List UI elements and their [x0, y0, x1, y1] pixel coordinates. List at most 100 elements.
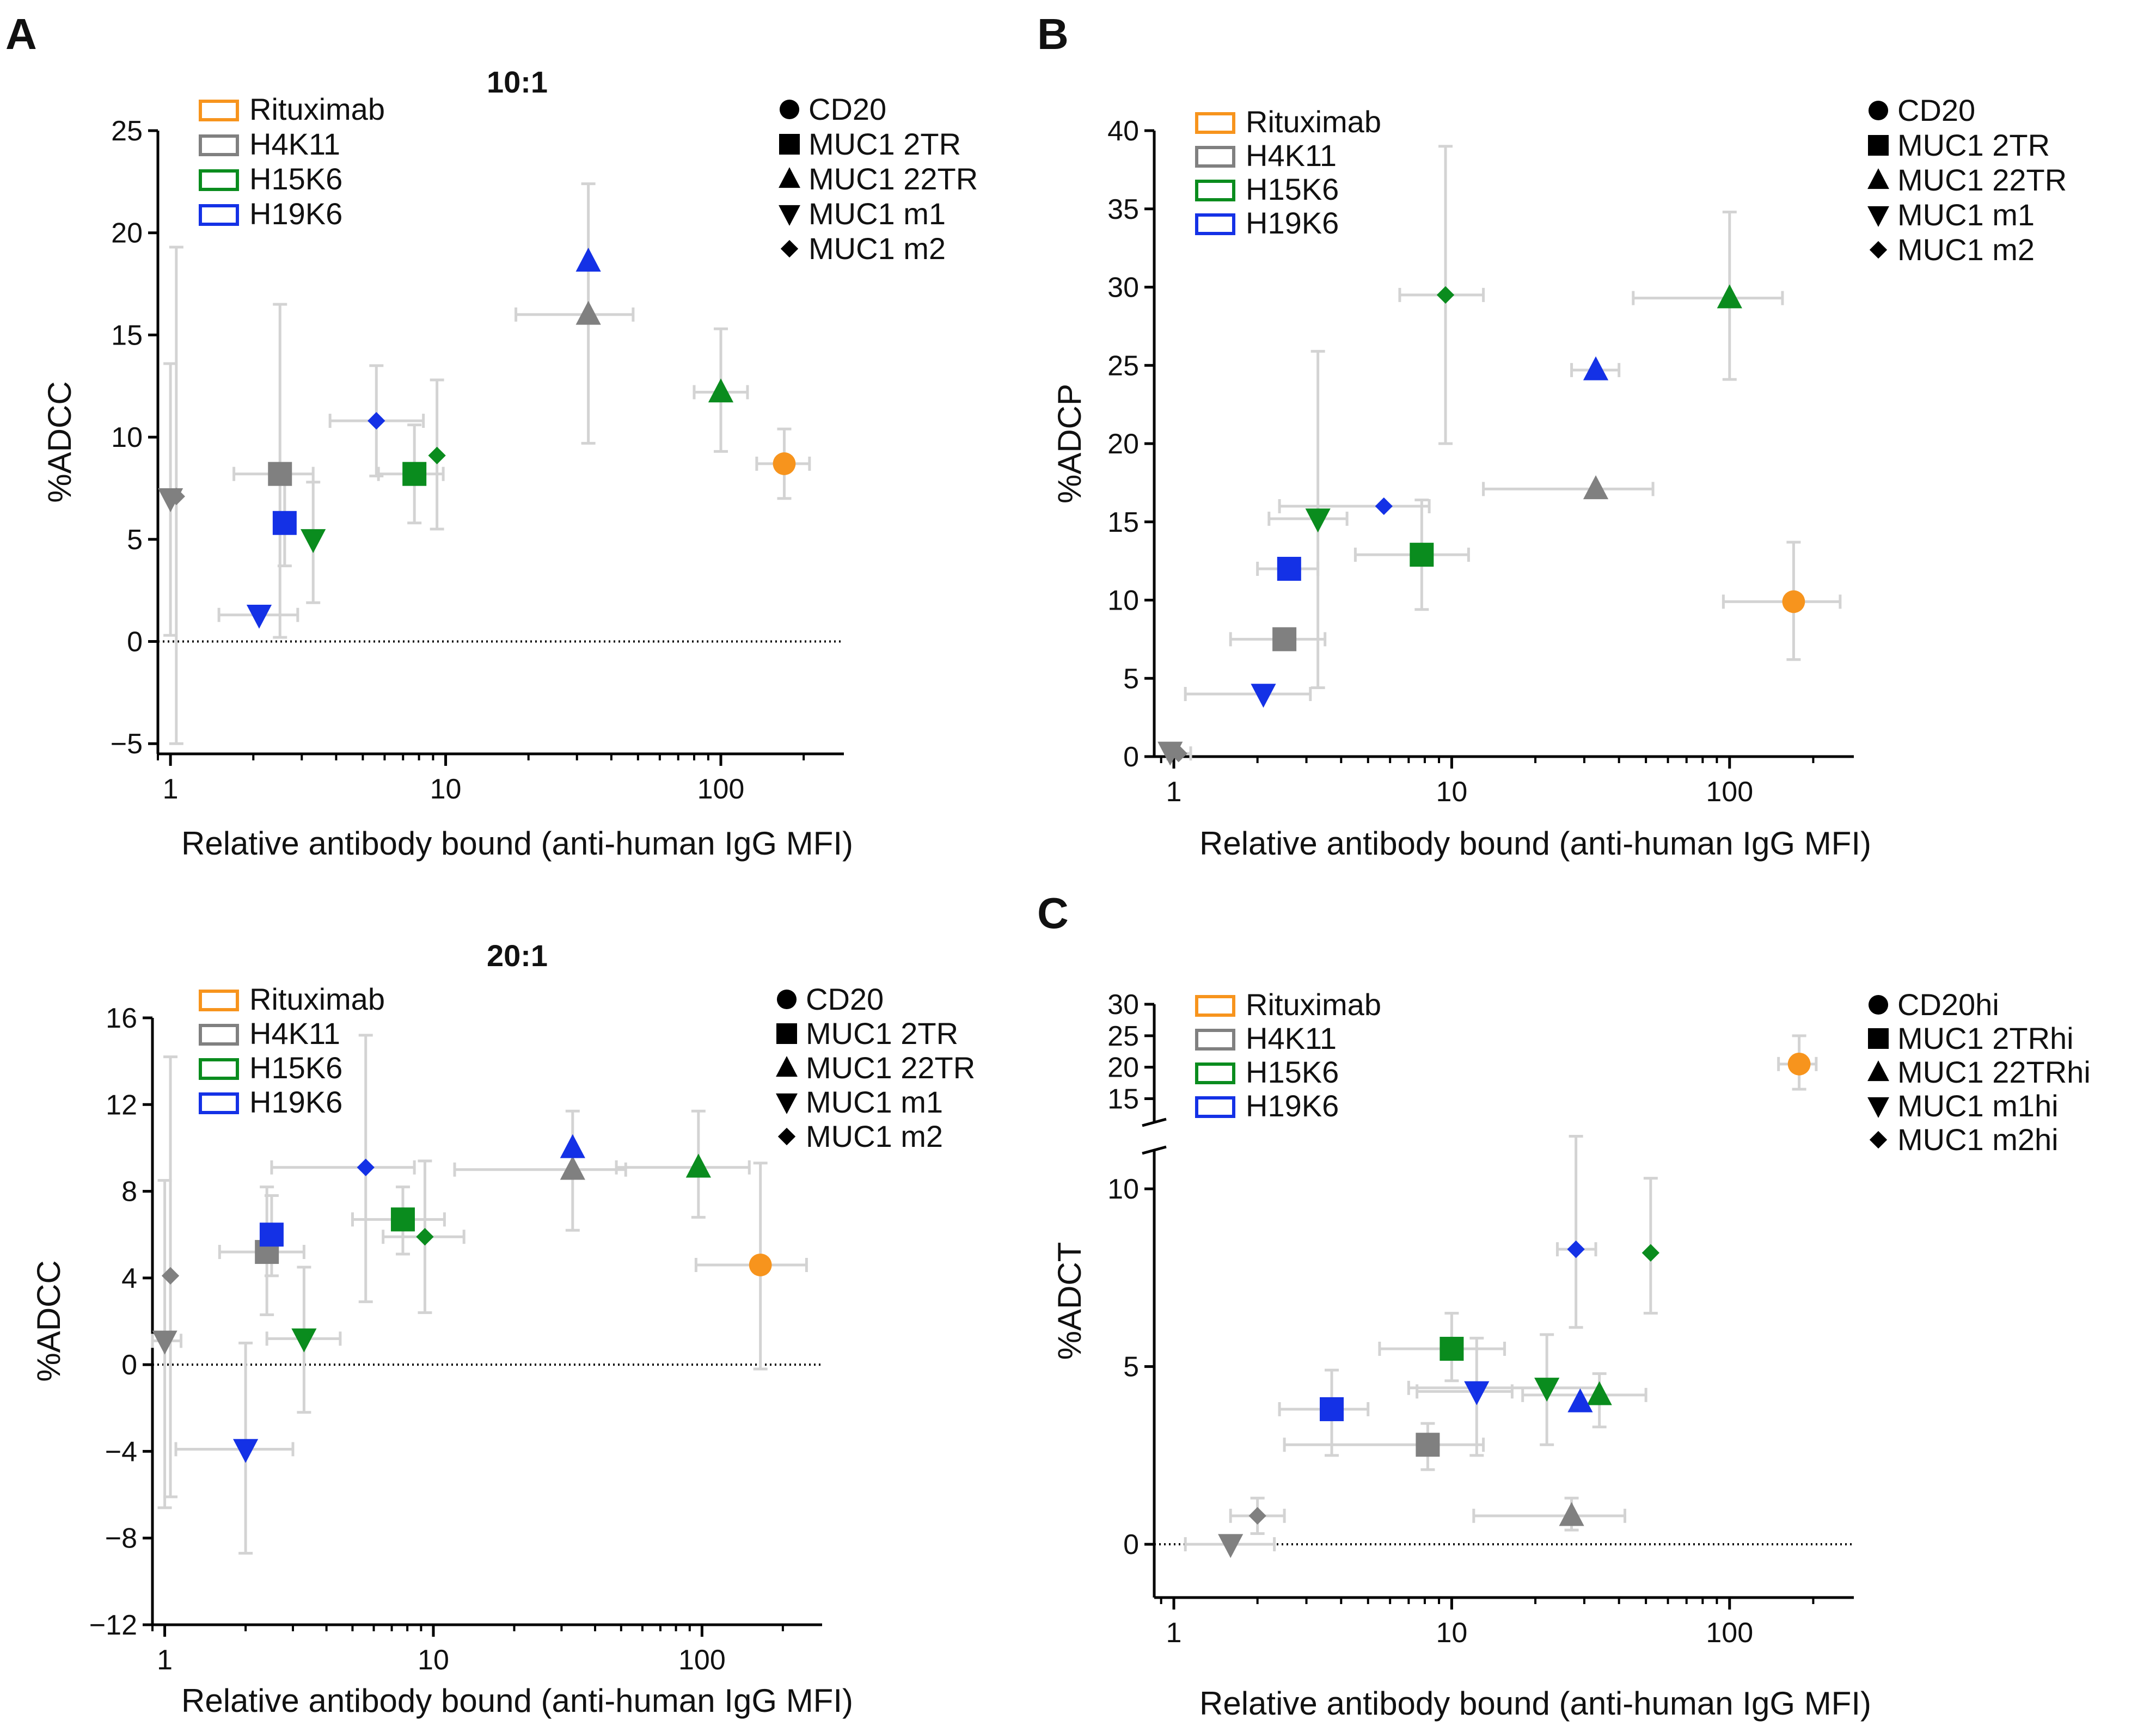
- y-tick-label: 15: [111, 320, 143, 351]
- legend-marker-muc1-22trhi: [1867, 1060, 1889, 1082]
- axes: −12 −8 −4 0 4 8 12 16 1 10 100: [89, 1003, 822, 1676]
- data-point-h4k11-muc1-22tr: [560, 1156, 585, 1180]
- legend-marker-muc1-m1hi: [1867, 1097, 1889, 1118]
- legend-label-muc1-m2: MUC1 m2: [808, 231, 946, 266]
- y-tick-label: 30: [1107, 272, 1139, 304]
- data-point-h19k6-muc1-m1: [1251, 684, 1276, 708]
- y-tick-label: 35: [1107, 194, 1139, 225]
- data-point-h4k11-muc1-2trhi: [1416, 1433, 1440, 1457]
- legend-label-muc1-2tr: MUC1 2TR: [806, 1016, 958, 1051]
- legend-label-muc1-m2: MUC1 m2: [1897, 232, 2035, 267]
- legend-swatch-h19k6: [1195, 1096, 1235, 1118]
- data-point-h19k6-muc1-m2hi: [1567, 1240, 1585, 1258]
- y-tick-label: 0: [1123, 1529, 1139, 1561]
- data-point-h15k6-muc1-22tr: [1717, 284, 1742, 309]
- data-points: [158, 247, 796, 629]
- legend-swatch-rituximab: [1195, 112, 1235, 134]
- y-tick-label: 5: [127, 524, 143, 556]
- x-tick-label: 100: [1706, 1617, 1753, 1649]
- legend-label-muc1-m1: MUC1 m1: [806, 1085, 943, 1119]
- panel-letter-b: B: [1037, 10, 1069, 58]
- legend-label-rituximab: Rituximab: [1246, 987, 1381, 1022]
- data-point-h15k6-muc1-22tr: [685, 1153, 711, 1178]
- legend-marker-cd20: [779, 99, 800, 120]
- legend-label-rituximab: Rituximab: [249, 92, 385, 126]
- legend-marker-muc1-m2: [780, 239, 799, 258]
- legend-label-h15k6: H15K6: [249, 162, 342, 196]
- data-point-h15k6-muc1-m2: [416, 1228, 434, 1246]
- x-tick-label: 10: [418, 1644, 449, 1676]
- y-tick-label: 8: [121, 1176, 137, 1208]
- legend-marker-muc1-22tr: [779, 167, 800, 188]
- legend-label-muc1-2trhi: MUC1 2TRhi: [1897, 1021, 2074, 1055]
- y-tick-label: −4: [105, 1436, 137, 1467]
- legend-label-muc1-m1: MUC1 m1: [1897, 198, 2035, 232]
- data-point-h15k6-muc1-2trhi: [1440, 1336, 1464, 1361]
- legend-marker-muc1-m2: [777, 1127, 796, 1146]
- y-tick-label: 20: [1107, 428, 1139, 460]
- x-axis-label: Relative antibody bound (anti-human IgG …: [1199, 825, 1871, 862]
- x-tick-label: 10: [1436, 776, 1467, 808]
- data-point-h19k6-muc1-m2: [367, 411, 385, 430]
- y-axis-label: %ADCC: [41, 381, 78, 502]
- legend-swatch-rituximab: [199, 990, 239, 1011]
- data-point-h15k6-muc1-m2: [1436, 286, 1455, 304]
- data-point-h4k11-muc1-2tr: [1272, 627, 1297, 652]
- data-points: [1218, 1052, 1811, 1558]
- chart-adcc-20-to-1: 20:1 −12 −8 −4 0 4 8 12 16 1 10 100 Relative antibod…: [30, 938, 975, 1719]
- legend-label-muc1-m1hi: MUC1 m1hi: [1897, 1089, 2059, 1123]
- legend-label-muc1-22trhi: MUC1 22TRhi: [1897, 1055, 2091, 1089]
- y-tick-label: 4: [121, 1263, 137, 1294]
- y-tick-label: 0: [127, 626, 143, 658]
- legend-label-h4k11: H4K11: [1246, 1021, 1337, 1055]
- y-tick-label: 15: [1107, 1083, 1139, 1115]
- legend-marker-muc1-m1: [779, 205, 800, 226]
- legend-marker-muc1-22tr: [776, 1056, 798, 1077]
- y-tick-label: 30: [1107, 989, 1139, 1021]
- y-tick-label: 12: [106, 1089, 137, 1121]
- legend-label-muc1-2tr: MUC1 2TR: [808, 127, 961, 161]
- data-point-h15k6-muc1-m1: [291, 1328, 317, 1353]
- x-tick-label: 100: [678, 1644, 726, 1676]
- data-point-rituximab-cd20: [749, 1254, 772, 1276]
- legend-swatch-h4k11: [1195, 1029, 1235, 1051]
- data-point-h19k6-muc1-22tr: [575, 247, 601, 272]
- y-tick-label: 0: [1123, 741, 1139, 773]
- legend-swatch-h15k6: [1195, 180, 1235, 201]
- x-tick-label: 100: [697, 773, 745, 805]
- y-tick-label: 5: [1123, 1352, 1139, 1383]
- y-tick-label: 25: [1107, 1021, 1139, 1052]
- legend-label-muc1-22tr: MUC1 22TR: [1897, 163, 2067, 197]
- x-tick-label: 1: [157, 1644, 173, 1676]
- data-point-h19k6-muc1-22tr: [560, 1134, 585, 1158]
- legend-swatch-rituximab: [199, 100, 239, 121]
- legend-swatch-h19k6: [199, 1092, 239, 1114]
- legend-marker-muc1-m1: [776, 1093, 798, 1114]
- axes: −5 0 5 10 15 20 25 1 10 100: [111, 115, 844, 805]
- legend-swatch-h4k11: [1195, 146, 1235, 168]
- y-axis-break-mark: [1142, 1117, 1167, 1127]
- data-point-h19k6-muc1-2tr: [259, 1223, 284, 1247]
- y-axis-label: %ADCC: [30, 1260, 67, 1381]
- legend-marker-muc1-2trhi: [1868, 1028, 1889, 1049]
- legend-marker-muc1-22tr: [1867, 168, 1889, 189]
- y-axis-label: %ADCT: [1051, 1242, 1088, 1360]
- data-point-h19k6-muc1-2tr: [272, 511, 297, 535]
- legend-label-h19k6: H19K6: [249, 196, 342, 231]
- legend-label-h4k11: H4K11: [249, 1016, 340, 1051]
- x-tick-label: 1: [1166, 776, 1182, 808]
- data-point-h15k6-muc1-22tr: [708, 378, 734, 403]
- data-point-h4k11-muc1-m2hi: [1248, 1507, 1266, 1525]
- data-point-h19k6-muc1-2trhi: [1320, 1397, 1344, 1421]
- data-point-h19k6-muc1-22tr: [1583, 356, 1609, 380]
- legend-label-rituximab: Rituximab: [249, 982, 385, 1016]
- legend-swatch-h19k6: [199, 204, 239, 226]
- legend-marker-muc1-m2: [1869, 241, 1888, 259]
- data-point-h4k11-muc1-m2: [167, 487, 185, 506]
- data-point-h15k6-muc1-m1: [1305, 508, 1331, 533]
